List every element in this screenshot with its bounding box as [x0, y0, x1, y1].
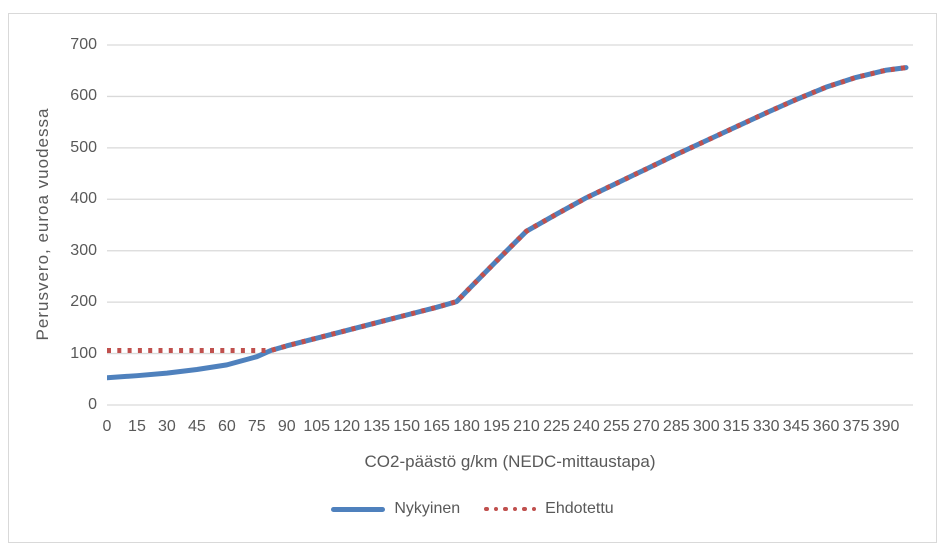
legend-dot-icon [493, 506, 499, 512]
x-tick-label: 120 [333, 418, 361, 435]
legend-dot-icon [503, 506, 508, 512]
legend-dot-icon [484, 506, 489, 512]
x-axis-title: CO2-päästö g/km (NEDC-mittaustapa) [364, 452, 656, 471]
x-tick-label: 345 [782, 418, 810, 435]
x-tick-label: 330 [752, 418, 780, 435]
y-tick-label: 500 [70, 138, 97, 156]
x-tick-label: 75 [247, 418, 266, 435]
legend-item-nykyinen: Nykyinen [331, 500, 460, 518]
series-line-ehdotettu [107, 65, 907, 353]
solid-line-swatch-icon [331, 506, 386, 512]
legend-dot-icon [512, 506, 518, 512]
y-tick-label: 0 [88, 396, 97, 413]
legend-label-nykyinen: Nykyinen [394, 500, 461, 517]
x-tick-label: 30 [158, 418, 176, 435]
y-axis-title: Perusvero, euroa vuodessa [33, 107, 52, 341]
y-tick-label: 700 [70, 36, 97, 53]
x-tick-label: 180 [453, 418, 480, 435]
legend-dot-icon [522, 506, 527, 512]
x-tick-label: 390 [872, 418, 900, 435]
x-tick-label: 150 [393, 418, 420, 435]
y-tick-label: 600 [70, 87, 97, 105]
x-tick-label: 225 [543, 418, 570, 435]
y-tick-label: 400 [70, 190, 97, 208]
legend-dot-icon [531, 506, 537, 512]
y-tick-label: 200 [70, 293, 97, 311]
x-tick-label: 60 [217, 418, 236, 435]
x-tick-label: 375 [842, 418, 870, 435]
x-tick-label: 285 [662, 418, 690, 435]
dotted-line-swatch-icon [484, 506, 537, 512]
legend-label-ehdotettu: Ehdotettu [545, 500, 614, 517]
x-tick-label: 15 [128, 418, 146, 435]
x-tick-label: 0 [102, 418, 112, 435]
x-tick-label: 240 [573, 418, 600, 435]
x-tick-label: 135 [363, 418, 390, 435]
x-tick-label: 255 [603, 418, 630, 435]
x-tick-label: 360 [812, 418, 840, 435]
x-tick-label: 195 [483, 418, 510, 435]
x-tick-label: 45 [187, 418, 206, 435]
plot-area [107, 44, 913, 406]
x-tick-label: 105 [303, 418, 331, 435]
series-line-nykyinen [107, 65, 909, 381]
x-tick-label: 315 [722, 418, 750, 435]
x-tick-label: 210 [513, 418, 540, 435]
chart-frame: 0 100 200 300 400 500 600 700 0 15 30 45 60 75 90 105 1… [8, 13, 937, 543]
chart-legend: Nykyinen Ehdotettu [9, 500, 936, 518]
legend-item-ehdotettu: Ehdotettu [484, 500, 614, 518]
y-tick-label: 100 [70, 344, 97, 362]
y-tick-label: 300 [70, 241, 97, 259]
x-tick-label: 270 [632, 418, 660, 435]
x-tick-label: 165 [423, 418, 450, 435]
x-tick-label: 90 [277, 418, 296, 435]
x-tick-label: 300 [692, 418, 720, 435]
